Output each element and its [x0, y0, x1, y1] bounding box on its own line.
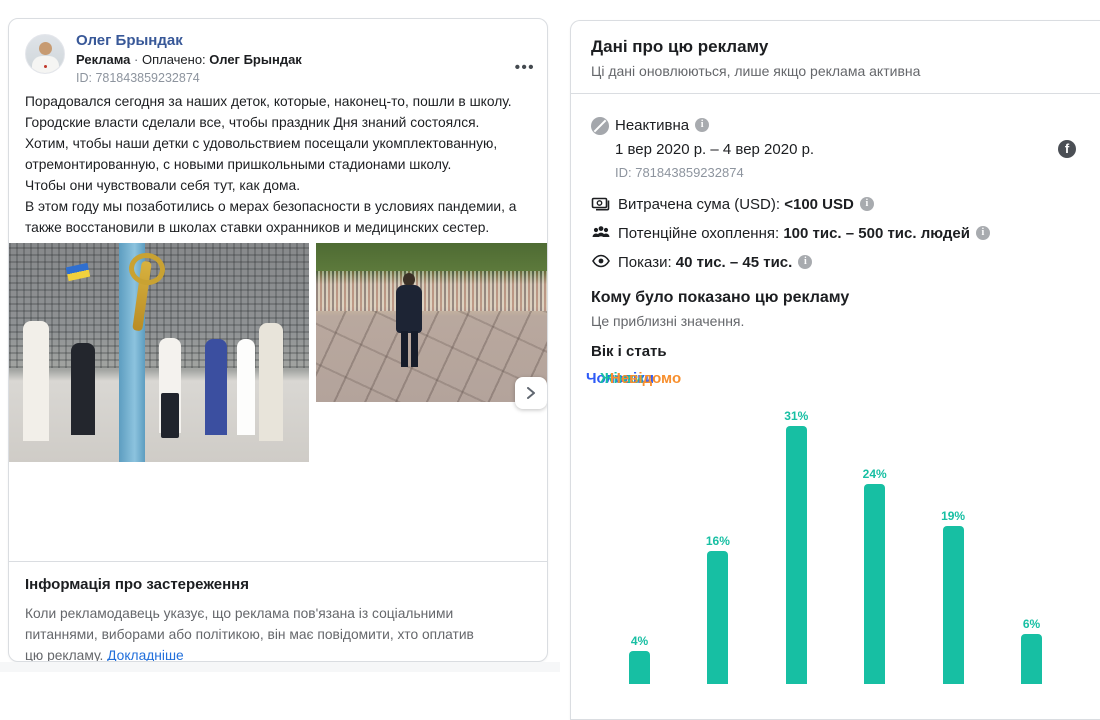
ad-data-card: Дані про цю рекламу Ці дані оновлюються,…	[570, 20, 1100, 720]
ad-id: ID: 781843859232874	[76, 71, 200, 85]
paid-by-label: Оплачено:	[141, 52, 210, 67]
money-icon	[591, 194, 611, 212]
disclaimer-text: Коли рекламодавець указує, що реклама по…	[25, 606, 474, 662]
legend-men[interactable]: Чоловіки	[586, 370, 654, 387]
ad-id: ID: 781843859232874	[615, 165, 744, 180]
info-icon[interactable]	[695, 118, 710, 132]
age-gender-title: Вік і стать	[591, 343, 667, 360]
author-name-link[interactable]: Олег Брындак	[76, 32, 183, 49]
avatar[interactable]	[25, 34, 65, 74]
spend-metric: Витрачена сума (USD): <100 USD	[591, 194, 874, 213]
legend-women[interactable]: Жінки	[600, 370, 644, 387]
divider	[9, 561, 547, 562]
post-body-text: Порадовался сегодня за наших деток, кото…	[25, 94, 517, 235]
page-background-strip	[0, 662, 560, 672]
chevron-right-icon	[527, 387, 535, 399]
learn-more-link[interactable]: Докладніше	[107, 648, 184, 662]
avatar-photo	[39, 42, 52, 55]
audience-section-title: Кому було показано цю рекламу	[591, 289, 850, 306]
chart-bar[interactable]	[942, 526, 964, 684]
data-card-subtitle: Ці дані оновлюються, лише якщо реклама а…	[591, 63, 921, 79]
info-icon[interactable]	[975, 226, 990, 240]
chart-legend: Чоловіки Жінки Невідомо	[586, 370, 786, 392]
chart-bar[interactable]	[864, 484, 886, 684]
disclaimer-title: Інформація про застереження	[25, 576, 249, 593]
divider	[571, 93, 1100, 94]
chart-bar-label: 6%	[1022, 617, 1041, 631]
post-meta: Реклама · Оплачено: Олег Брындак	[76, 52, 302, 67]
chart-bar[interactable]	[629, 651, 650, 684]
impressions-metric: Покази: 40 тис. – 45 тис.	[591, 252, 813, 271]
post-image-1[interactable]	[9, 243, 309, 462]
chart-bar[interactable]	[1021, 634, 1042, 684]
chart-bar-label: 16%	[705, 534, 730, 548]
chart-bar-label: 31%	[784, 409, 809, 423]
data-card-title: Дані про цю рекламу	[591, 37, 769, 56]
info-icon[interactable]	[798, 255, 813, 269]
more-options-icon[interactable]	[501, 59, 535, 81]
ad-post-card: Олег Брындак Реклама · Оплачено: Олег Бр…	[8, 18, 548, 662]
inactive-status-icon	[591, 117, 609, 135]
chart-bar[interactable]	[785, 426, 807, 684]
facebook-platform-icon[interactable]	[1058, 140, 1076, 158]
legend-unknown[interactable]: Невідомо	[610, 370, 682, 387]
reach-metric: Потенційне охоплення: 100 тис. – 500 тис…	[591, 223, 990, 242]
people-icon	[591, 223, 611, 241]
sponsored-label: Реклама	[76, 52, 131, 67]
info-icon[interactable]	[859, 197, 874, 211]
audience-note: Це приблизні значення.	[591, 313, 745, 329]
status-label: Неактивна	[615, 117, 710, 134]
age-gender-chart: 4% 16% 31% 24% 19% 6%	[571, 401, 1100, 684]
next-image-button[interactable]	[515, 377, 547, 409]
chart-bar-label: 4%	[630, 634, 649, 648]
post-image-2[interactable]	[316, 243, 547, 402]
paid-by-name: Олег Брындак	[209, 52, 302, 67]
eye-icon	[591, 252, 611, 270]
chart-bar-label: 19%	[941, 509, 966, 523]
chart-bar-label: 24%	[862, 467, 887, 481]
date-range: 1 вер 2020 р. – 4 вер 2020 р.	[615, 141, 815, 158]
chart-bar[interactable]	[707, 551, 729, 684]
